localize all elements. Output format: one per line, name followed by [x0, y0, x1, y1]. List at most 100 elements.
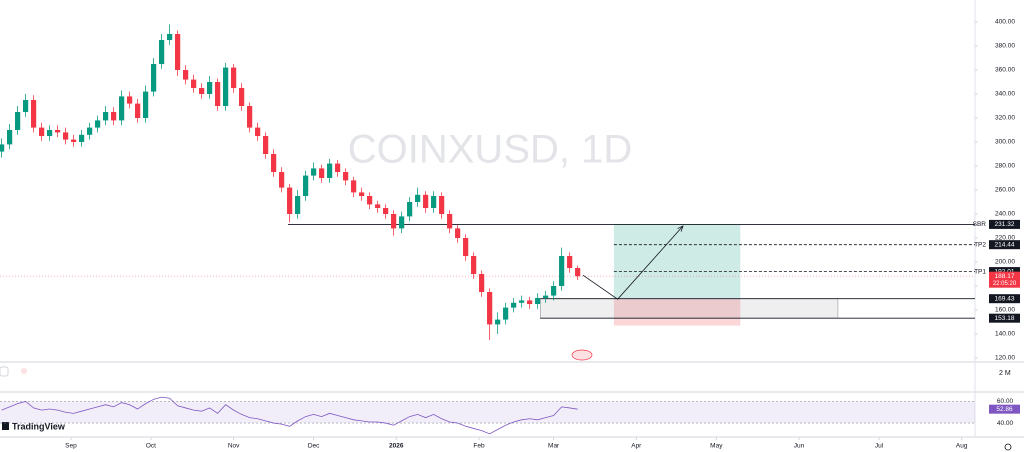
candle-body: [479, 274, 485, 293]
candle-body: [47, 129, 53, 136]
candle-body: [199, 87, 205, 94]
brand: TradingView: [12, 421, 66, 431]
candle-body: [439, 196, 445, 215]
rsi-line: [1, 396, 578, 435]
candle-body: [543, 295, 549, 299]
y-tick-label: 340.00: [995, 91, 1015, 98]
target-zone: [613, 224, 741, 299]
candle-body: [71, 139, 77, 142]
y-tick-label: 200.00: [995, 259, 1015, 266]
pane-toggle[interactable]: [0, 366, 9, 377]
candle-body: [567, 256, 573, 269]
y-tick-label: 240.00: [995, 211, 1015, 218]
range-zone: [540, 298, 839, 319]
y-tick-label: 380.00: [995, 43, 1015, 50]
x-tick-label: Aug: [956, 443, 968, 450]
candle-body: [575, 268, 581, 277]
candle-body: [327, 163, 333, 178]
x-tick-label: Sep: [65, 443, 77, 450]
y-tick-label: 140.00: [995, 331, 1015, 338]
x-tick-label: Mar: [548, 443, 560, 450]
pane-indicator: [21, 368, 27, 374]
level-name: TP2: [974, 241, 986, 248]
candle-body: [367, 196, 373, 205]
candle-body: [255, 127, 261, 136]
candle-body: [471, 256, 477, 275]
x-tick-label: Jun: [794, 443, 805, 450]
candle-body: [87, 127, 93, 135]
watermark: COINXUSD, 1D: [348, 128, 633, 172]
candle-body: [495, 319, 501, 325]
y-tick-label: 160.00: [995, 307, 1015, 314]
rsi-band: [0, 401, 975, 424]
last-price-box: [989, 271, 1020, 288]
candle-body: [0, 144, 5, 152]
y-tick-label: 120.00: [995, 355, 1015, 362]
candle-body: [55, 129, 61, 133]
candle-body: [7, 129, 13, 145]
x-tick-label: Nov: [228, 443, 240, 450]
candle-body: [127, 96, 133, 104]
candle-body: [183, 69, 189, 80]
settings-icon[interactable]: [1004, 443, 1012, 451]
y-tick-label: 260.00: [995, 187, 1015, 194]
level-value: 153.18: [995, 315, 1015, 322]
candle-body: [311, 168, 317, 176]
candle-body: [231, 67, 237, 88]
level-name: TP1: [974, 268, 986, 275]
candle-body: [383, 208, 389, 215]
candle-body: [39, 127, 45, 136]
candle-body: [175, 33, 181, 70]
volume-pane-label: 2 M: [999, 370, 1011, 377]
candle-body: [15, 111, 21, 130]
candle-body: [191, 79, 197, 88]
arrow-head: [677, 225, 684, 232]
candle-body: [519, 300, 525, 303]
candle-body: [271, 153, 277, 172]
stop-zone: [613, 298, 741, 326]
candle-body: [295, 196, 301, 215]
y-tick-label: 320.00: [995, 115, 1015, 122]
candle-body: [455, 228, 461, 239]
candle-body: [95, 120, 101, 128]
x-tick-label: Dec: [308, 443, 320, 450]
logo-mark: [2, 422, 9, 430]
candle-body: [463, 238, 469, 257]
y-tick-label: 400.00: [995, 19, 1015, 26]
x-tick-label: Oct: [146, 443, 156, 450]
candle-body: [351, 180, 357, 193]
candle-body: [207, 81, 213, 94]
candle-body: [279, 171, 285, 188]
candle-body: [23, 99, 29, 112]
candle-body: [431, 196, 437, 209]
level-value: 214.44: [995, 241, 1015, 248]
candle-body: [335, 163, 341, 172]
candle-body: [375, 204, 381, 209]
rsi-tick-label: 40.00: [997, 420, 1014, 427]
x-tick-label: May: [710, 443, 723, 450]
candle-body: [343, 171, 349, 181]
level-label-box: [989, 219, 1020, 229]
y-tick-label: 360.00: [995, 67, 1015, 74]
x-tick-label: Feb: [473, 443, 485, 450]
y-tick-label: 280.00: [995, 163, 1015, 170]
last-price-label: 188.17: [995, 273, 1015, 280]
candle-body: [511, 302, 517, 308]
candle-body: [135, 103, 141, 118]
candle-body: [303, 175, 309, 197]
y-tick-label: 220.00: [995, 235, 1015, 242]
candle-body: [239, 87, 245, 106]
level-label-box: [989, 313, 1020, 323]
candle-body: [407, 202, 413, 217]
event-marker[interactable]: [571, 349, 593, 361]
level-value: 231.32: [995, 221, 1015, 228]
candle-body: [151, 63, 157, 92]
candle-body: [223, 67, 229, 106]
y-tick-label: 300.00: [995, 139, 1015, 146]
candle-body: [119, 96, 125, 121]
level-label-box: [989, 240, 1020, 250]
level-label-box: [989, 294, 1020, 304]
